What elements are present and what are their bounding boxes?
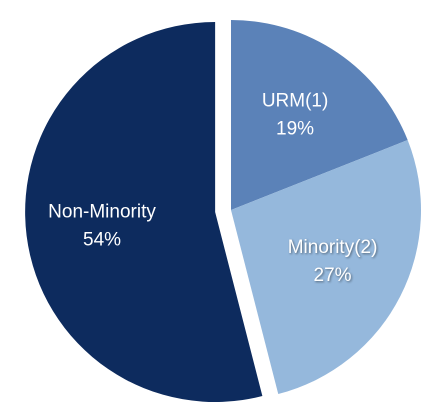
slice-label: Minority(2)	[288, 237, 378, 258]
slice-label: Non-Minority	[48, 201, 156, 222]
pie-slice	[231, 20, 408, 210]
slice-value-label: 27%	[314, 265, 352, 286]
slice-value-label: 54%	[83, 229, 121, 250]
slice-label: URM(1)	[262, 91, 329, 112]
pie-slice	[25, 22, 263, 403]
pie-slice	[231, 140, 421, 395]
slice-value-label: 19%	[276, 119, 314, 140]
